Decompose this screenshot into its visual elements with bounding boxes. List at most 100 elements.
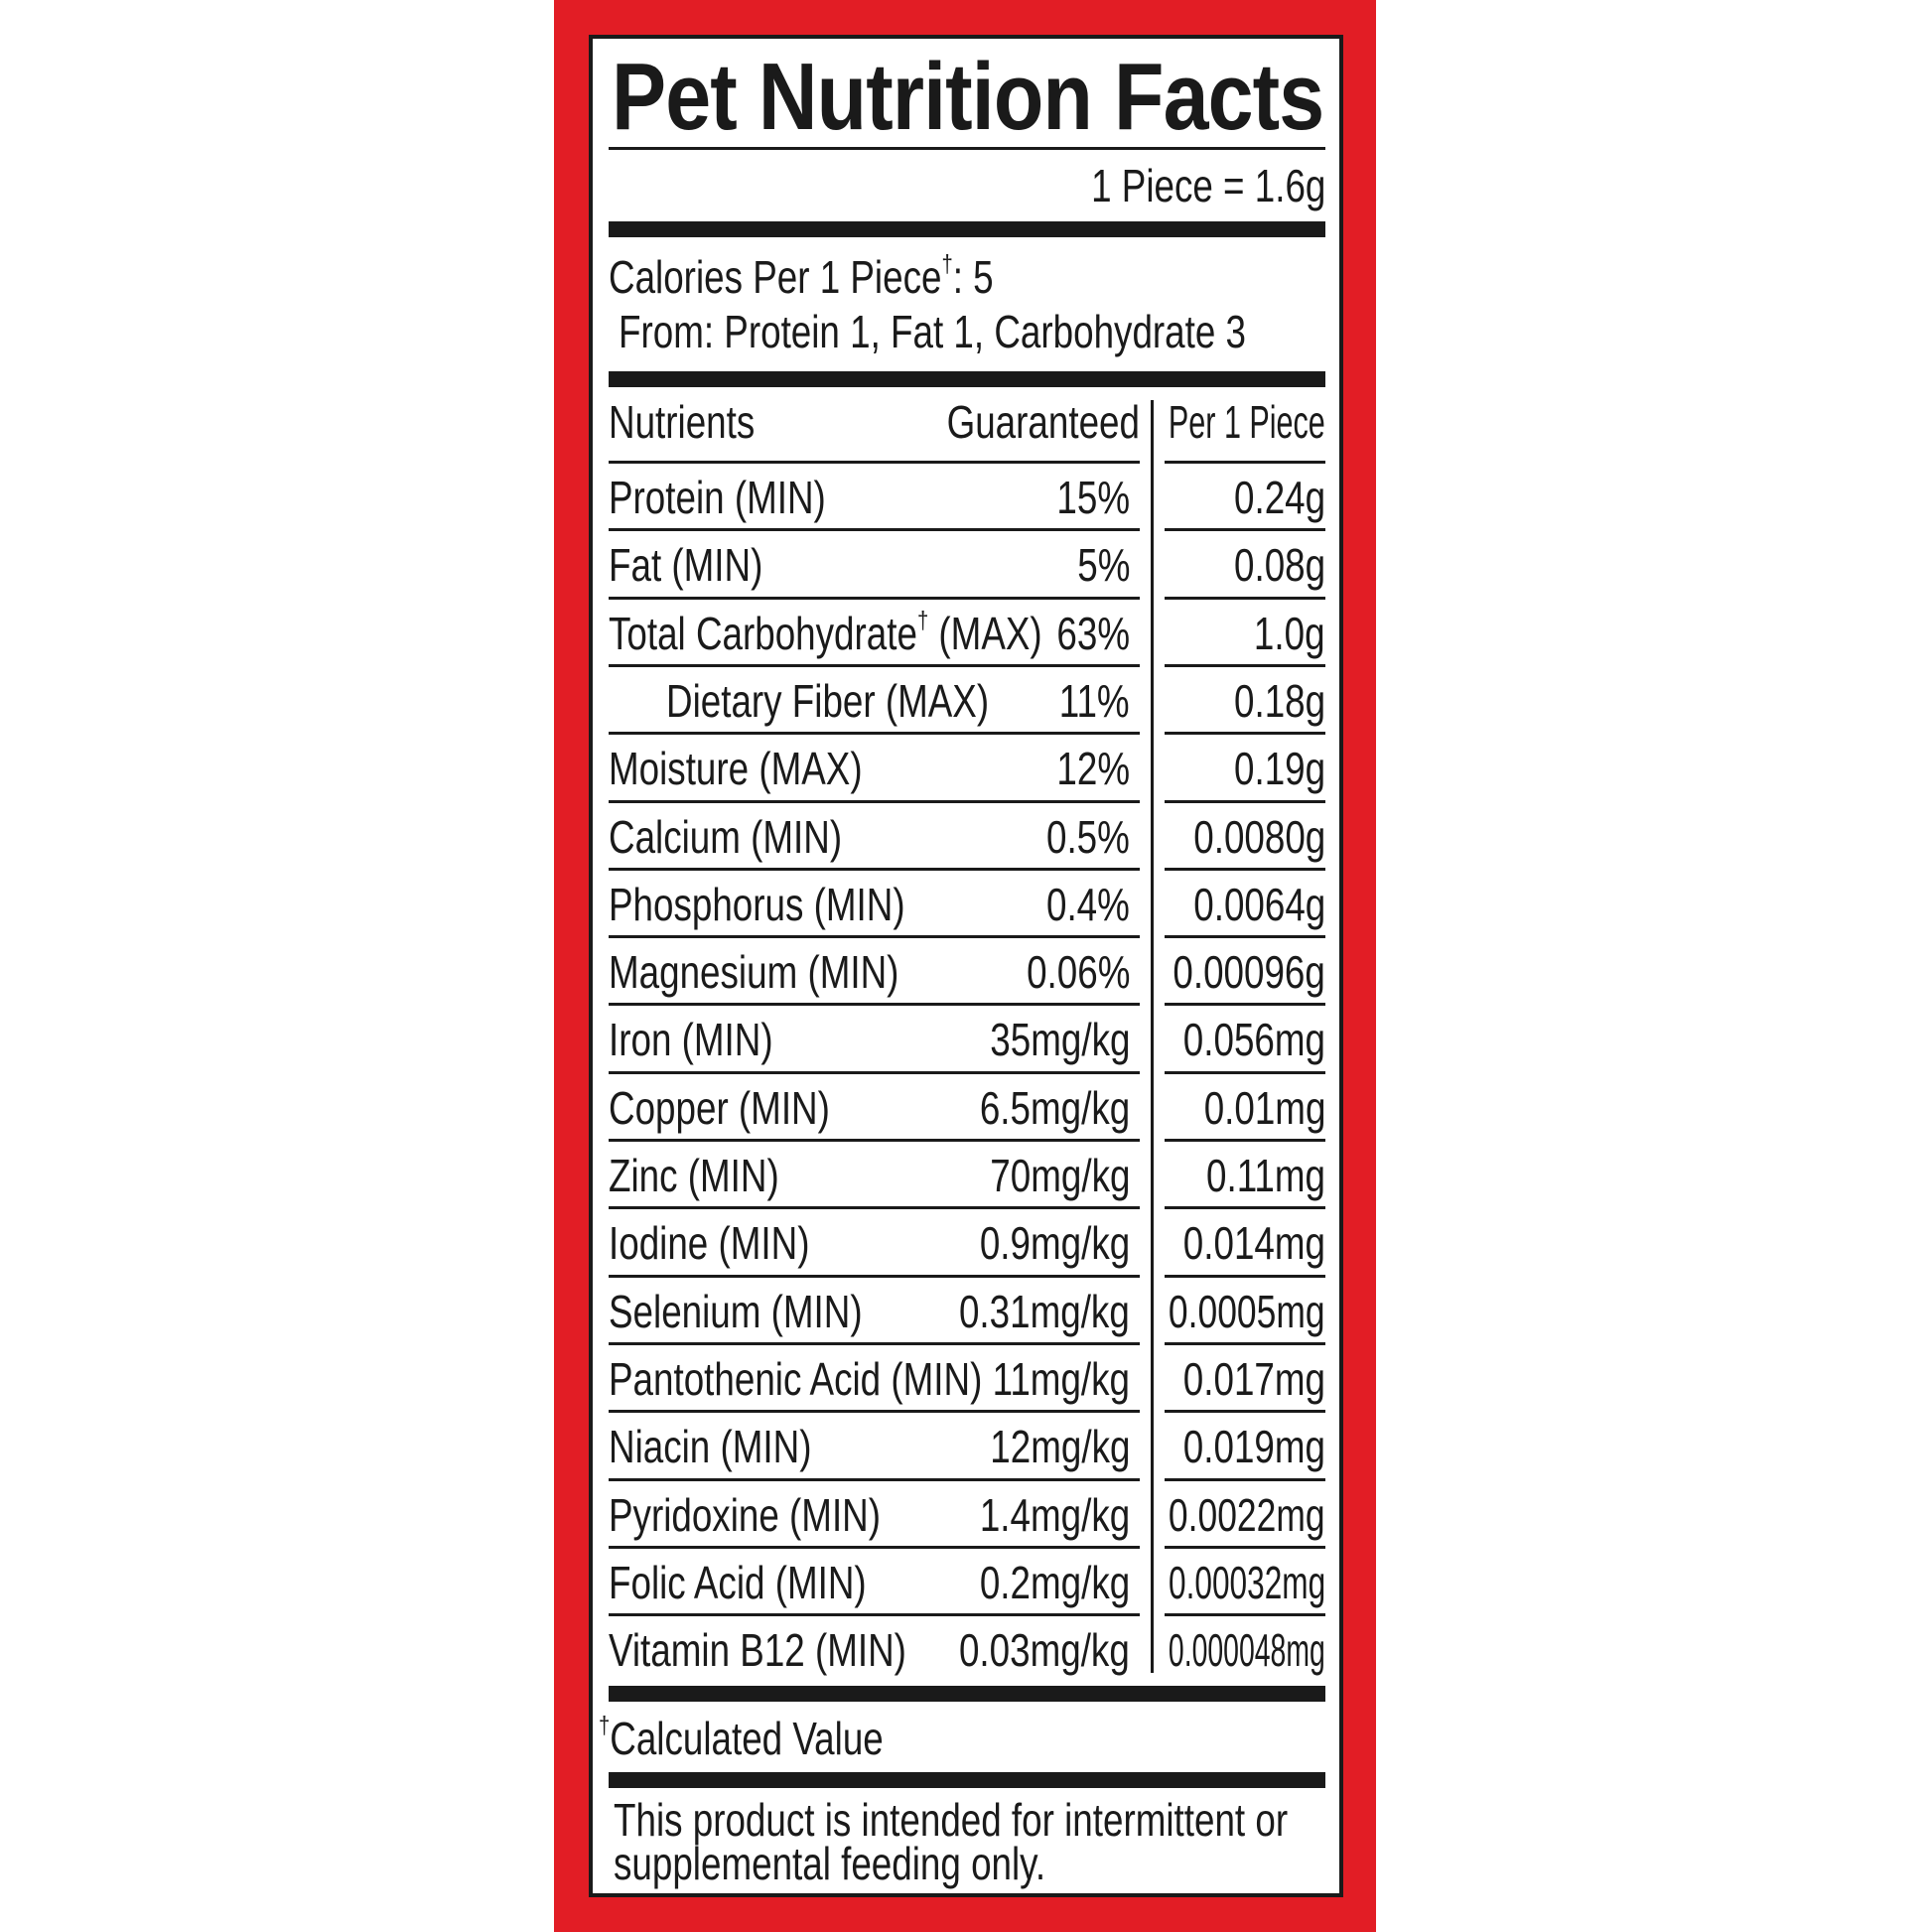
per-piece-value: 0.01mg [1203,1081,1325,1134]
footnote-text: Calculated Value [610,1713,884,1764]
guaranteed-value: 0.2mg/kg [979,1556,1130,1608]
row-divider [1165,1410,1325,1414]
per-piece-value: 0.24g [1233,472,1325,523]
section-divider [609,371,1325,387]
per-piece-value: 0.014mg [1182,1217,1325,1270]
guaranteed-value: 63% [1056,607,1130,659]
row-divider [1165,867,1325,871]
row-divider [1165,1477,1325,1481]
nutrient-name: Selenium (MIN) [609,1285,863,1337]
nutrient-name: Pyridoxine (MIN) [609,1488,882,1541]
guaranteed-value: 5% [1076,539,1130,592]
row-divider [1165,1003,1325,1007]
nutrient-name: Protein (MIN) [609,472,826,523]
nutrient-name: Moisture (MAX) [609,743,863,795]
column-divider [1151,400,1154,1673]
section-divider [609,221,1325,237]
serving-size: 1 Piece = 1.6g [1090,160,1325,211]
nutrient-name: Fat (MIN) [609,539,763,592]
column-header-nutrients: Nutrients [609,396,756,448]
calculated-mark: † [941,250,953,278]
guaranteed-value: 0.31mg/kg [959,1285,1130,1337]
footnote-mark: † [599,1712,611,1739]
per-piece-value: 0.08g [1233,539,1325,592]
nutrient-name: Iodine (MIN) [609,1217,810,1270]
guaranteed-value: 15% [1056,472,1130,523]
guaranteed-value: 0.9mg/kg [979,1217,1130,1270]
section-divider [609,1686,1325,1702]
row-divider [609,1477,1140,1481]
row-divider [1165,1613,1325,1617]
section-divider [609,1772,1325,1788]
disclaimer-line-1: This product is intended for intermitten… [614,1794,1289,1846]
nutrient-name: Dietary Fiber (MAX) [666,674,990,727]
nutrient-name: Calcium (MIN) [609,810,843,863]
row-divider [1165,799,1325,803]
per-piece-value: 0.00032mg [1168,1556,1325,1608]
guaranteed-value: 12% [1056,743,1130,795]
nutrient-name: Total Carbohydrate† (MAX) [609,606,1042,659]
per-piece-value: 0.017mg [1182,1352,1325,1405]
row-divider [609,1003,1140,1007]
per-piece-value: 0.18g [1233,674,1325,727]
nutrient-name: Pantothenic Acid (MIN) [609,1352,983,1405]
nutrient-name: Zinc (MIN) [609,1150,779,1201]
row-divider [609,1139,1140,1142]
per-piece-value: 0.056mg [1182,1014,1325,1066]
row-divider [1165,1070,1325,1074]
per-piece-value: 0.0064g [1192,878,1325,930]
row-divider [609,1545,1140,1549]
row-divider [1165,732,1325,736]
disclaimer-line-2: supplemental feeding only. [614,1838,1046,1889]
per-piece-value: 0.0005mg [1169,1285,1325,1337]
column-header-per-piece: Per 1 Piece [1169,396,1325,448]
per-piece-value: 1.0g [1254,607,1325,659]
per-piece-value: 0.19g [1233,743,1325,795]
row-divider [609,596,1140,600]
nutrient-name: Niacin (MIN) [609,1421,812,1473]
row-divider [609,867,1140,871]
guaranteed-value: 35mg/kg [989,1014,1130,1066]
nutrient-name: Phosphorus (MIN) [609,878,905,930]
row-divider [609,663,1140,667]
nutrition-label-panel [589,35,1343,1897]
row-divider [609,1070,1140,1074]
calories-line: Calories Per 1 Piece†: 5 [609,251,994,303]
guaranteed-value: 11mg/kg [992,1352,1130,1405]
footnote: †Calculated Value [599,1713,884,1764]
calories-label: Calories Per 1 Piece [609,251,942,303]
guaranteed-value: 0.4% [1046,878,1130,930]
per-piece-value: 0.019mg [1182,1421,1325,1473]
guaranteed-value: 0.5% [1046,810,1130,863]
row-divider [1165,1274,1325,1278]
title-divider [609,147,1325,150]
per-piece-value: 0.0080g [1192,810,1325,863]
calories-value: : 5 [952,251,994,303]
row-divider [1165,1206,1325,1210]
guaranteed-value: 11% [1059,674,1130,727]
row-divider [1165,935,1325,939]
guaranteed-value: 12mg/kg [989,1421,1130,1473]
column-header-guaranteed: Guaranteed [946,396,1140,448]
calories-from: From: Protein 1, Fat 1, Carbohydrate 3 [619,306,1247,357]
row-divider [1165,596,1325,600]
nutrient-name: Magnesium (MIN) [609,946,899,999]
row-divider [609,935,1140,939]
row-divider [1165,663,1325,667]
row-divider [609,1206,1140,1210]
row-divider [609,1341,1140,1345]
row-divider [609,528,1140,532]
row-divider [1165,1545,1325,1549]
guaranteed-value: 70mg/kg [989,1150,1130,1201]
label-title: Pet Nutrition Facts [612,44,1324,150]
row-divider [1165,528,1325,532]
nutrient-name: Copper (MIN) [609,1081,830,1134]
row-divider [609,461,1140,464]
row-divider [609,732,1140,736]
guaranteed-value: 6.5mg/kg [979,1081,1130,1134]
row-divider [1165,1139,1325,1142]
guaranteed-value: 0.06% [1026,946,1130,999]
per-piece-value: 0.00096g [1173,946,1326,999]
row-divider [1165,461,1325,464]
per-piece-value: 0.000048mg [1169,1624,1325,1677]
